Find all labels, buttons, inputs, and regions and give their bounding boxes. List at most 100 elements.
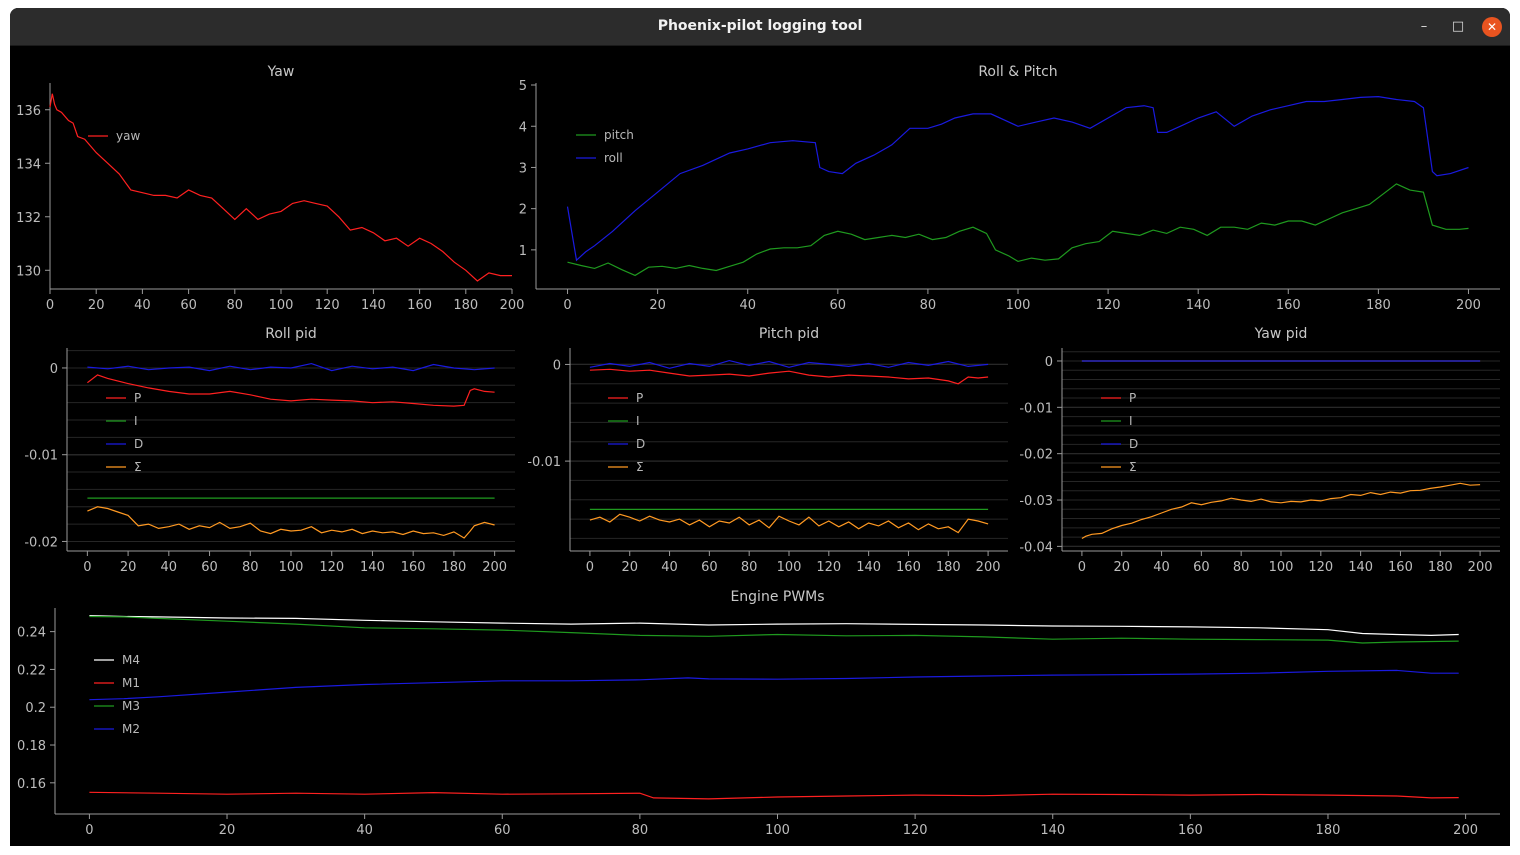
pitch_pid-legend-label: D <box>636 437 645 451</box>
engine_pwms-series-M4 <box>89 615 1459 637</box>
engine_pwms-series-M2 <box>89 669 1459 701</box>
yaw_pid-x-tick-label: 100 <box>1269 560 1294 575</box>
engine_pwms-y-tick-label: 0.18 <box>17 739 46 754</box>
engine_pwms-x-tick-label: 0 <box>85 823 93 838</box>
pitch_pid-title: Pitch pid <box>759 326 819 342</box>
yaw-x-tick-label: 200 <box>500 298 525 313</box>
engine_pwms-legend-label: M1 <box>122 676 140 690</box>
yaw_pid-legend-label: I <box>1129 414 1133 428</box>
engine_pwms-x-tick-label: 60 <box>494 823 511 838</box>
roll_pitch-x-tick-label: 160 <box>1276 298 1301 313</box>
yaw-x-tick-label: 40 <box>134 298 151 313</box>
engine_pwms-x-tick-label: 20 <box>219 823 236 838</box>
yaw-y-tick-label: 134 <box>16 157 41 172</box>
roll_pitch-x-tick-label: 60 <box>830 298 847 313</box>
yaw_pid-x-tick-label: 20 <box>1113 560 1130 575</box>
roll_pid-x-tick-label: 140 <box>360 560 385 575</box>
pitch_pid-x-tick-label: 140 <box>856 560 881 575</box>
engine_pwms-y-tick-label: 0.16 <box>17 777 46 792</box>
engine_pwms-x-tick-label: 40 <box>356 823 373 838</box>
roll_pitch-series-pitch <box>567 183 1469 277</box>
title-bar: Phoenix-pilot logging tool – □ ✕ <box>10 8 1510 46</box>
pitch_pid-x-tick-label: 40 <box>661 560 678 575</box>
roll_pitch-x-tick-label: 20 <box>649 298 666 313</box>
engine_pwms-x-tick-label: 80 <box>632 823 649 838</box>
roll_pitch-x-tick-label: 100 <box>1006 298 1031 313</box>
yaw_pid-legend-label: Σ <box>1129 460 1137 474</box>
yaw_pid-y-tick-label: -0.02 <box>1019 448 1053 463</box>
pitch_pid-x-tick-label: 120 <box>816 560 841 575</box>
yaw_pid-series-Σ <box>1081 482 1481 540</box>
engine_pwms-x-tick-label: 180 <box>1316 823 1341 838</box>
roll_pid-x-tick-label: 60 <box>201 560 218 575</box>
engine_pwms-y-tick-label: 0.24 <box>17 626 46 641</box>
pitch_pid-x-tick-label: 20 <box>621 560 638 575</box>
roll_pitch-y-tick-label: 4 <box>519 120 527 135</box>
roll_pitch-y-tick-label: 2 <box>519 203 527 218</box>
engine_pwms-series-M3 <box>89 615 1459 644</box>
roll_pid-title: Roll pid <box>265 326 317 342</box>
close-button[interactable]: ✕ <box>1482 17 1502 37</box>
yaw_pid-x-tick-label: 160 <box>1388 560 1413 575</box>
yaw_pid-x-tick-label: 140 <box>1348 560 1373 575</box>
engine_pwms-y-tick-label: 0.2 <box>25 701 46 716</box>
maximize-button[interactable]: □ <box>1451 19 1465 34</box>
pitch_pid-x-tick-label: 80 <box>741 560 758 575</box>
engine_pwms-x-tick-label: 140 <box>1040 823 1065 838</box>
yaw_pid-y-tick-label: -0.04 <box>1019 540 1053 555</box>
roll_pid-x-tick-label: 20 <box>120 560 137 575</box>
engine_pwms-series-M1 <box>89 791 1459 800</box>
engine_pwms-legend-label: M3 <box>122 699 140 713</box>
roll_pid-x-tick-label: 160 <box>401 560 426 575</box>
yaw_pid-legend-label: D <box>1129 437 1138 451</box>
roll_pitch-legend-label: pitch <box>604 128 634 142</box>
yaw_pid-x-tick-label: 180 <box>1428 560 1453 575</box>
pitch_pid-y-tick-label: 0 <box>553 358 561 373</box>
engine_pwms-x-tick-label: 200 <box>1453 823 1478 838</box>
pitch_pid-series-P <box>589 368 989 385</box>
yaw-x-tick-label: 0 <box>46 298 54 313</box>
yaw-x-tick-label: 60 <box>180 298 197 313</box>
roll_pid-x-tick-label: 180 <box>441 560 466 575</box>
pitch_pid-y-tick-label: -0.01 <box>527 455 561 470</box>
yaw_pid-x-tick-label: 200 <box>1468 560 1493 575</box>
yaw_pid-y-tick-label: 0 <box>1045 355 1053 370</box>
roll_pitch-x-tick-label: 180 <box>1366 298 1391 313</box>
minimize-button[interactable]: – <box>1420 19 1428 34</box>
yaw_pid-x-tick-label: 40 <box>1153 560 1170 575</box>
roll_pitch-title: Roll & Pitch <box>978 64 1057 80</box>
engine_pwms-x-tick-label: 120 <box>903 823 928 838</box>
pitch_pid-series-D <box>589 359 989 369</box>
yaw-series-yaw <box>49 93 512 282</box>
roll_pid-x-tick-label: 80 <box>242 560 259 575</box>
yaw_pid-x-tick-label: 80 <box>1233 560 1250 575</box>
roll_pid-series-Σ <box>87 506 495 539</box>
roll_pid-x-tick-label: 100 <box>279 560 304 575</box>
yaw-x-tick-label: 20 <box>88 298 105 313</box>
yaw_pid-legend-label: P <box>1129 391 1136 405</box>
pitch_pid-x-tick-label: 0 <box>586 560 594 575</box>
pitch_pid-x-tick-label: 60 <box>701 560 718 575</box>
engine_pwms-x-tick-label: 100 <box>765 823 790 838</box>
roll_pid-legend-label: Σ <box>134 460 142 474</box>
roll_pid-y-tick-label: 0 <box>50 362 58 377</box>
roll_pid-legend-label: D <box>134 437 143 451</box>
pitch_pid-x-tick-label: 100 <box>777 560 802 575</box>
yaw_pid-title: Yaw pid <box>1254 326 1308 342</box>
window-title: Phoenix-pilot logging tool <box>657 18 863 34</box>
pitch_pid-legend-label: I <box>636 414 640 428</box>
roll_pid-legend-label: P <box>134 391 141 405</box>
yaw_pid-x-tick-label: 0 <box>1078 560 1086 575</box>
yaw-y-tick-label: 136 <box>16 104 41 119</box>
pitch_pid-legend-label: P <box>636 391 643 405</box>
pitch_pid-x-tick-label: 180 <box>936 560 961 575</box>
yaw-x-tick-label: 120 <box>315 298 340 313</box>
roll_pitch-x-tick-label: 40 <box>739 298 756 313</box>
roll_pid-x-tick-label: 120 <box>319 560 344 575</box>
yaw-x-tick-label: 100 <box>269 298 294 313</box>
engine_pwms-legend-label: M2 <box>122 722 140 736</box>
yaw-x-tick-label: 180 <box>453 298 478 313</box>
pitch_pid-x-tick-label: 160 <box>896 560 921 575</box>
pitch_pid-series-Σ <box>589 513 989 534</box>
